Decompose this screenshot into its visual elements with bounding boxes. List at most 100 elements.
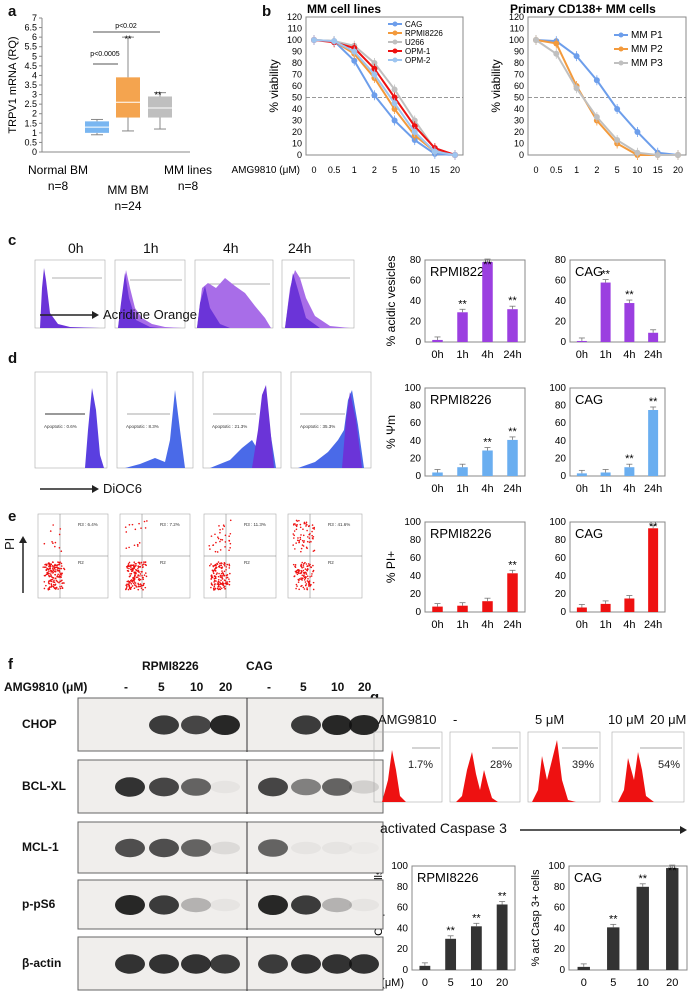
d-histogram-1: Apoptotic : 8.3% bbox=[116, 371, 194, 469]
b2-point bbox=[593, 77, 600, 84]
g1-bar bbox=[470, 926, 482, 970]
e-dot-plot-2: R3 : 11.3% R2 bbox=[203, 513, 277, 599]
b1-point bbox=[351, 48, 358, 55]
c2-ytick: 0 bbox=[560, 337, 566, 348]
b2-xtick: 2 bbox=[594, 165, 599, 175]
d1-ylabel: % Ψm bbox=[384, 415, 398, 449]
g1-ytick: 100 bbox=[391, 861, 408, 872]
b1-point bbox=[331, 38, 338, 45]
f-band bbox=[210, 898, 240, 912]
d1-ytick: 80 bbox=[410, 401, 422, 412]
b1-ytick: 30 bbox=[292, 116, 302, 126]
f-band bbox=[210, 954, 240, 974]
g1-xtick: 5 bbox=[448, 977, 454, 989]
bar-chart-c-rpmi: 0 20 40 60 80 % acidic vesicles RPMI8226 0h ** 1h… bbox=[384, 255, 526, 361]
f-band bbox=[149, 838, 179, 858]
b1-ytick: 120 bbox=[287, 12, 302, 22]
d2-ytick: 20 bbox=[555, 453, 567, 464]
e2-xtick: 4h bbox=[623, 619, 635, 631]
b2-point bbox=[573, 53, 580, 60]
b1-ytick: 40 bbox=[292, 104, 302, 114]
d2-xtick: 1h bbox=[600, 483, 612, 495]
g2-bar bbox=[577, 966, 590, 970]
d-gate-label-3: Apoptotic : 35.3% bbox=[300, 424, 335, 429]
b1-xtick: 0.5 bbox=[328, 165, 341, 175]
a-ytick: 2.5 bbox=[24, 99, 37, 109]
b1-point bbox=[391, 86, 398, 93]
b1-point bbox=[391, 94, 398, 101]
g1-bar bbox=[496, 904, 508, 970]
d1-xtick: 4h bbox=[481, 483, 493, 495]
b2-series-2: MM P3 bbox=[533, 35, 681, 160]
e-quad-label-1: R3 : 7.2% bbox=[160, 522, 180, 527]
e2-xtick: 1h bbox=[600, 619, 612, 631]
e1-sig-label: ** bbox=[508, 559, 517, 571]
f-dose-1: 5 bbox=[158, 680, 165, 694]
b2-ytick: 80 bbox=[514, 58, 524, 68]
b2-point bbox=[553, 40, 560, 47]
b1-ytick: 80 bbox=[292, 58, 302, 68]
b1-point bbox=[391, 100, 398, 107]
svg-text:R2: R2 bbox=[328, 560, 334, 565]
g2-bar bbox=[607, 927, 620, 970]
f-band bbox=[349, 898, 379, 912]
b1-point bbox=[311, 37, 317, 43]
d2-xtick: 4h bbox=[623, 483, 635, 495]
box-0 bbox=[85, 118, 109, 136]
e2-bar bbox=[576, 607, 587, 612]
f-band bbox=[115, 777, 145, 797]
bar-chart-d-cag: 0 20 40 60 80 100 CAG 0h 1h ** 4h ** 24h bbox=[549, 383, 666, 495]
f-band bbox=[322, 841, 352, 855]
f-band bbox=[258, 954, 288, 974]
b1-xlabel: AMG9810 (μM) bbox=[231, 165, 300, 176]
b1-point bbox=[391, 106, 398, 112]
c2-xtick: 4h bbox=[623, 349, 635, 361]
b2-xtick: 20 bbox=[673, 165, 683, 175]
e1-xtick: 0h bbox=[431, 619, 443, 631]
f-band bbox=[115, 954, 145, 974]
g1-xtick: 0 bbox=[422, 977, 428, 989]
f-band bbox=[181, 897, 211, 913]
c2-bar bbox=[648, 332, 659, 342]
g-histogram-0: 1.7% bbox=[373, 731, 443, 803]
g-percent-0: 1.7% bbox=[408, 759, 433, 771]
c1-sig-label: ** bbox=[483, 259, 492, 271]
c2-xtick: 1h bbox=[600, 349, 612, 361]
b2-ytick: 50 bbox=[514, 93, 524, 103]
f-dose-5: 5 bbox=[300, 680, 307, 694]
b2-xtick: 1 bbox=[574, 165, 579, 175]
c1-bar bbox=[507, 309, 518, 342]
d-histogram-2: Apoptotic : 21.3% bbox=[202, 371, 282, 469]
b1-ylabel: % viability bbox=[267, 59, 281, 112]
b2-title: Primary CD138+ MM cells bbox=[510, 2, 656, 16]
f-band bbox=[258, 777, 288, 797]
d2-bar bbox=[624, 467, 635, 476]
b1-point bbox=[411, 117, 418, 124]
b2-ytick: 60 bbox=[514, 81, 524, 91]
a-category-n-1: n=24 bbox=[114, 199, 141, 213]
d2-ytick: 100 bbox=[549, 383, 566, 394]
g1-ytick: 80 bbox=[397, 882, 409, 893]
f-row-label-4: β-actin bbox=[22, 956, 62, 970]
b1-ytick: 60 bbox=[292, 81, 302, 91]
f-blot-2 bbox=[77, 821, 384, 874]
d2-title: CAG bbox=[575, 392, 603, 407]
a-ytick: 6 bbox=[32, 32, 37, 42]
f-band bbox=[149, 954, 179, 974]
f-band bbox=[181, 839, 211, 857]
d1-ytick: 100 bbox=[404, 383, 421, 394]
d1-sig-label: ** bbox=[483, 436, 492, 448]
e1-xtick: 1h bbox=[456, 619, 468, 631]
e1-bar bbox=[507, 573, 518, 612]
a-ytick: 4 bbox=[32, 70, 37, 80]
c1-xtick: 4h bbox=[481, 349, 493, 361]
c-histogram-2 bbox=[194, 259, 274, 329]
e1-ytick: 20 bbox=[410, 589, 422, 600]
b1-ytick: 50 bbox=[292, 93, 302, 103]
g2-title: CAG bbox=[574, 870, 602, 885]
c-histogram-3 bbox=[281, 259, 355, 329]
b1-point bbox=[371, 92, 378, 99]
e-dot-plot-0: R3 : 6.4% R2 bbox=[37, 513, 109, 599]
g1-ytick: 40 bbox=[397, 923, 409, 934]
